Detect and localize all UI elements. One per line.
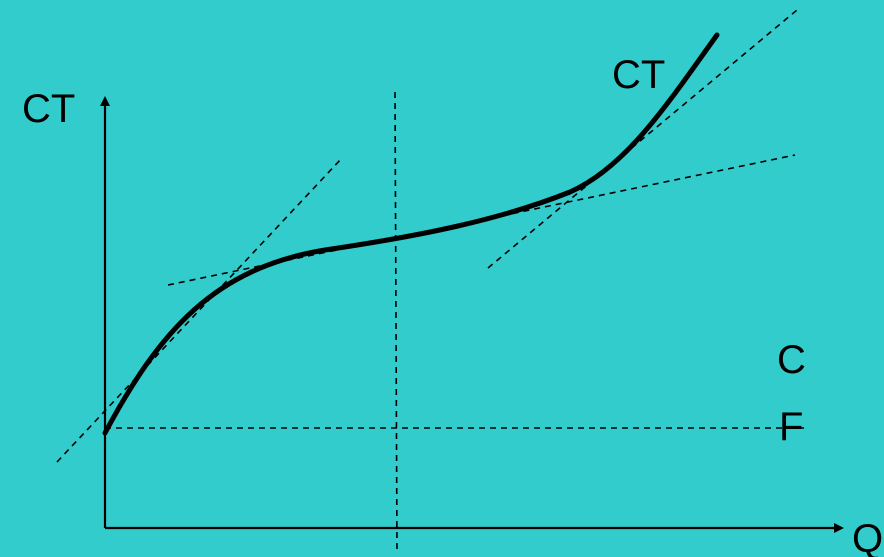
tangent-line-origin <box>56 157 343 463</box>
curve-label: CT <box>612 53 665 97</box>
total-cost-curve <box>102 32 720 436</box>
y-axis-label: CT <box>22 87 75 131</box>
fixed-cost-label-top: C <box>777 338 806 382</box>
tangent-line-upper <box>487 9 798 269</box>
inflection-vertical-line <box>394 91 398 553</box>
x-axis-label: Q <box>852 517 883 557</box>
fixed-cost-label-bottom: F <box>779 405 803 449</box>
